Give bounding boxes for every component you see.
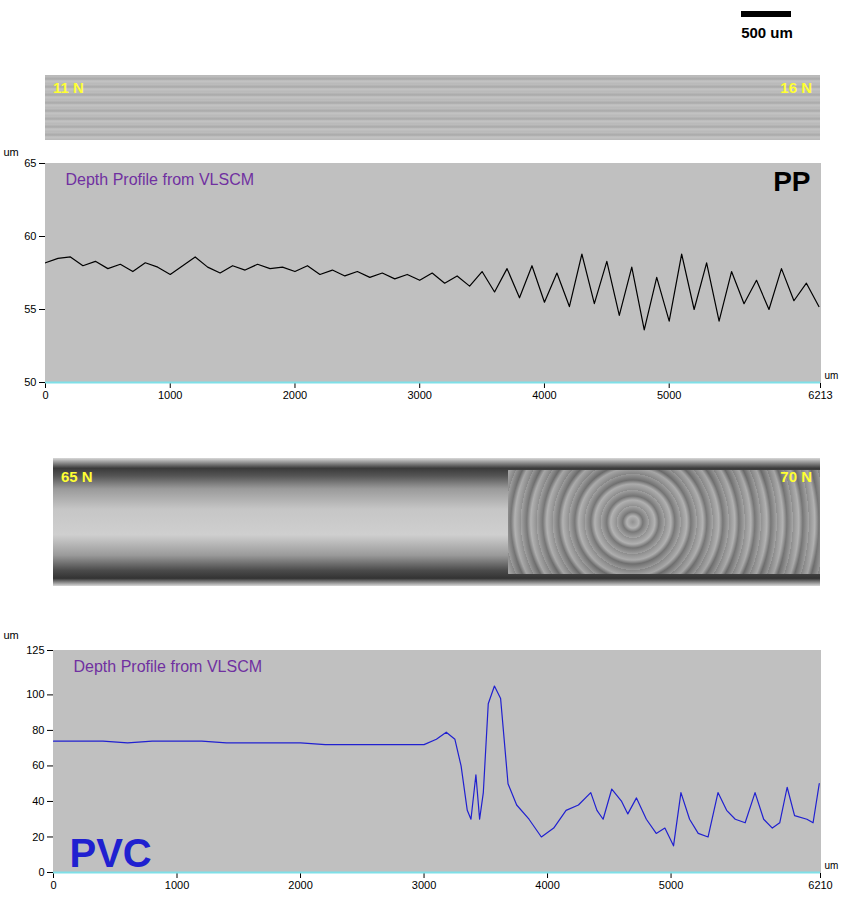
html-text:11 N: 11 N bbox=[53, 79, 84, 96]
html-text:500 um: 500 um bbox=[741, 24, 793, 41]
svg-text:100: 100 bbox=[26, 688, 44, 700]
svg-text:2000: 2000 bbox=[283, 389, 307, 401]
svg-text:1000: 1000 bbox=[158, 389, 182, 401]
svg-text:PP: PP bbox=[773, 166, 810, 197]
svg-text:PVC: PVC bbox=[70, 831, 152, 875]
html-text:16 N: 16 N bbox=[780, 79, 812, 96]
svg-text:0: 0 bbox=[50, 879, 56, 891]
svg-text:um: um bbox=[825, 860, 839, 871]
svg-text:6210: 6210 bbox=[808, 879, 832, 891]
svg-text:um: um bbox=[4, 146, 19, 158]
svg-text:60: 60 bbox=[32, 759, 44, 771]
svg-text:um: um bbox=[825, 370, 839, 381]
svg-text:2000: 2000 bbox=[288, 879, 312, 891]
svg-text:4000: 4000 bbox=[535, 879, 559, 891]
svg-text:um: um bbox=[4, 629, 19, 641]
svg-text:65: 65 bbox=[24, 157, 36, 169]
svg-text:3000: 3000 bbox=[407, 389, 431, 401]
html-text:70 N: 70 N bbox=[780, 468, 812, 485]
svg-text:0: 0 bbox=[38, 866, 44, 878]
svg-text:1000: 1000 bbox=[165, 879, 189, 891]
svg-text:55: 55 bbox=[24, 303, 36, 315]
svg-text:Depth Profile from VLSCM: Depth Profile from VLSCM bbox=[74, 658, 263, 675]
svg-text:4000: 4000 bbox=[532, 389, 556, 401]
svg-text:3000: 3000 bbox=[412, 879, 436, 891]
svg-text:0: 0 bbox=[42, 389, 48, 401]
svg-text:5000: 5000 bbox=[659, 879, 683, 891]
html-text:65 N: 65 N bbox=[61, 468, 93, 485]
svg-text:50: 50 bbox=[24, 376, 36, 388]
svg-text:125: 125 bbox=[26, 644, 44, 656]
svg-text:20: 20 bbox=[32, 831, 44, 843]
svg-text:5000: 5000 bbox=[657, 389, 681, 401]
svg-text:80: 80 bbox=[32, 724, 44, 736]
svg-text:60: 60 bbox=[24, 230, 36, 242]
svg-text:6213: 6213 bbox=[808, 389, 832, 401]
svg-text:40: 40 bbox=[32, 795, 44, 807]
svg-text:Depth Profile from VLSCM: Depth Profile from VLSCM bbox=[66, 171, 255, 188]
